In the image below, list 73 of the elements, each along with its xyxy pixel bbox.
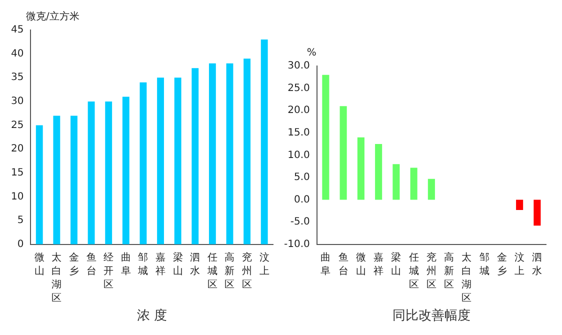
x-tick-label: 微山 [356, 252, 366, 278]
bar [244, 58, 251, 244]
x-axis-title: 浓 度 [136, 308, 167, 324]
y-tick-label: 30 [10, 96, 24, 108]
bar [105, 101, 112, 244]
bar [53, 116, 60, 244]
x-tick-label: 汶上 [514, 252, 525, 278]
bar [375, 144, 382, 200]
y-tick-label: 0 [17, 238, 24, 250]
x-tick-label: 梁山 [391, 252, 402, 278]
x-tick-label: 经开区 [104, 252, 114, 291]
y-tick-label: 0.0 [294, 194, 310, 206]
x-tick-label: 高新区 [224, 252, 235, 291]
x-tick-label: 邹城 [478, 252, 490, 278]
x-tick-label: 太白湖区 [52, 252, 62, 304]
x-tick-label: 金乡 [496, 252, 507, 278]
bar [157, 78, 164, 244]
bar [516, 200, 524, 210]
x-tick-label: 太白湖区 [462, 252, 472, 304]
x-tick-label: 鱼台 [86, 252, 96, 278]
y-tick-label: 15 [10, 168, 24, 179]
bar [208, 63, 216, 244]
y-tick-label: 40 [10, 48, 24, 60]
x-axis-title: 同比改善幅度 [392, 308, 470, 324]
y-tick-label: 15.0 [288, 127, 310, 138]
x-tick-label: 高新区 [444, 252, 454, 291]
x-tick-label: 汶上 [259, 252, 270, 278]
bar [410, 168, 418, 200]
x-tick-label: 兖州区 [242, 252, 252, 291]
y-tick-label: -10.0 [284, 238, 310, 250]
bar [534, 200, 541, 226]
bar [192, 68, 199, 244]
y-axis-title: 微克/立方米 [26, 10, 80, 23]
y-tick-label: -5.0 [290, 216, 310, 228]
x-tick-label: 微山 [34, 252, 44, 278]
y-tick-label: 10.0 [288, 150, 310, 161]
y-tick-label: 20.0 [288, 105, 310, 116]
y-tick-label: 45 [10, 24, 24, 36]
x-tick-label: 鱼台 [338, 252, 348, 278]
y-tick-label: 25.0 [288, 82, 310, 94]
x-tick-label: 曲阜 [320, 252, 331, 278]
bar [88, 101, 95, 244]
x-tick-label: 兖州区 [426, 252, 436, 291]
y-tick-label: 20 [10, 144, 24, 155]
x-tick-label: 泗水 [532, 252, 542, 278]
bar [260, 40, 268, 244]
y-tick-label: 10 [10, 191, 24, 202]
x-tick-label: 金乡 [68, 252, 79, 278]
y-axis-title: % [306, 48, 316, 59]
y-tick-label: 30.0 [288, 60, 310, 72]
x-tick-label: 邹城 [137, 252, 148, 278]
bar [392, 164, 400, 200]
bar [357, 137, 364, 200]
bar [36, 125, 43, 244]
bar [428, 178, 435, 200]
y-tick-label: 25 [10, 120, 24, 131]
bar [70, 116, 78, 244]
bar [322, 74, 330, 200]
x-tick-label: 嘉祥 [156, 252, 166, 278]
x-tick-label: 任城区 [206, 252, 218, 291]
bar [174, 78, 182, 244]
x-tick-label: 梁山 [172, 252, 183, 278]
x-tick-label: 泗水 [190, 252, 200, 278]
y-tick-label: 35 [10, 72, 24, 84]
x-tick-label: 嘉祥 [374, 252, 384, 278]
bar [140, 82, 147, 244]
bar [226, 63, 234, 244]
y-tick-label: 5.0 [294, 172, 310, 184]
bar [122, 96, 130, 244]
bar [340, 106, 347, 200]
x-tick-label: 任城区 [408, 252, 419, 291]
y-tick-label: 5 [17, 215, 24, 226]
x-tick-label: 曲阜 [120, 252, 131, 278]
